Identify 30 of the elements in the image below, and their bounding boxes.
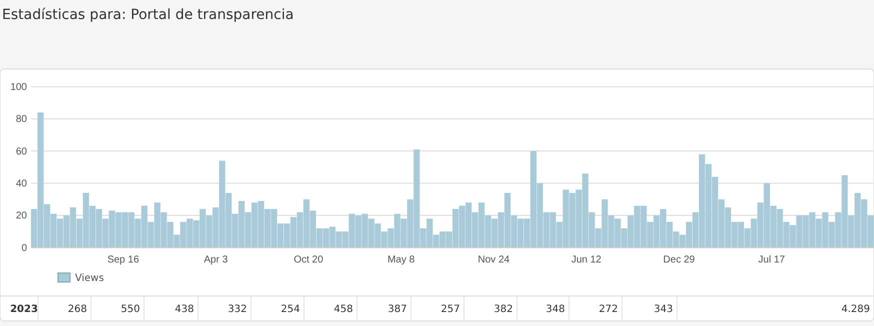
text: 550 — [120, 304, 140, 315]
x-tick-label: May 8 — [387, 254, 416, 266]
text: 2023 — [10, 304, 38, 315]
x-tick-label: Sep 16 — [107, 254, 140, 266]
text: 272 — [598, 304, 618, 315]
y-tick-label: 60 — [16, 146, 28, 158]
x-tick-label: Jun 12 — [571, 254, 602, 266]
text: 257 — [440, 304, 460, 315]
text: 438 — [174, 304, 194, 315]
chart-title: Estadísticas para: Portal de transparencia — [2, 7, 294, 23]
text: 4.289 — [841, 304, 870, 315]
text: 343 — [654, 304, 673, 315]
y-tick-label: 20 — [16, 210, 28, 222]
x-tick-label: Oct 20 — [294, 254, 324, 266]
x-tick-label: Apr 3 — [204, 254, 228, 266]
y-tick-label: 80 — [16, 114, 28, 126]
text: 348 — [546, 304, 565, 315]
text: 332 — [228, 304, 247, 315]
x-tick-label: Jul 17 — [758, 254, 786, 266]
text: 254 — [280, 304, 300, 315]
text: 458 — [334, 304, 353, 315]
text: 268 — [68, 304, 87, 315]
legend-label: Views — [75, 273, 104, 284]
x-tick-label: Nov 24 — [478, 254, 510, 266]
text: 387 — [388, 304, 407, 315]
text: 382 — [494, 304, 513, 315]
x-tick-label: Dec 29 — [663, 254, 696, 266]
y-tick-label: 100 — [10, 82, 28, 93]
y-tick-label: 0 — [21, 242, 28, 254]
y-tick-label: 40 — [16, 178, 28, 190]
